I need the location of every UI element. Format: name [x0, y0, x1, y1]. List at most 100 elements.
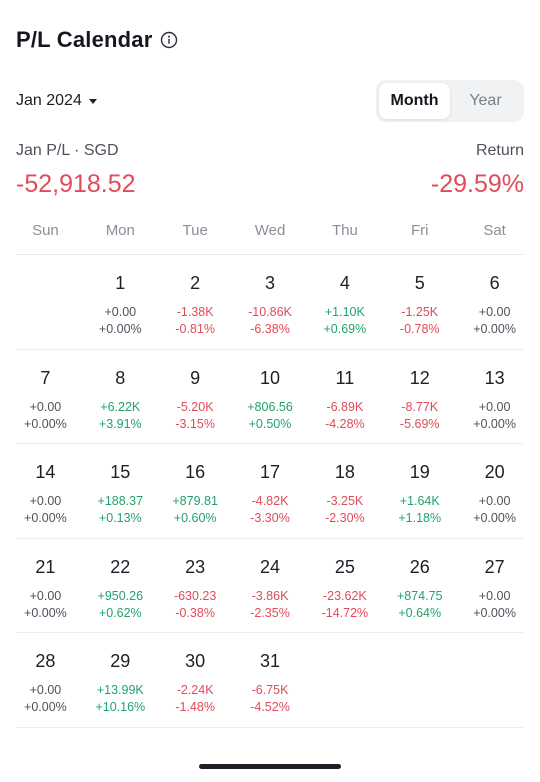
- calendar-day-cell[interactable]: 31 -6.75K -4.52%: [233, 633, 308, 727]
- day-number: 2: [190, 273, 201, 293]
- calendar-day-cell[interactable]: 24 -3.86K -2.35%: [233, 539, 308, 633]
- day-pl-percent: +0.00%: [24, 416, 67, 431]
- day-pl-percent: +0.00%: [473, 322, 516, 336]
- day-pl-percent: -2.30%: [325, 511, 365, 525]
- day-pl-amount: -8.77K: [401, 399, 439, 414]
- return-value: -29.59%: [430, 170, 524, 198]
- calendar-week-row: 21 +0.00 +0.00% 22 +950.26 +0.62% 23 -630.23 -0.…: [16, 539, 524, 633]
- month-selector[interactable]: Jan 2024: [16, 88, 97, 114]
- calendar-week-row: 28 +0.00 +0.00% 29 +13.99K +10.16% 30 -2.24K -1.…: [16, 633, 524, 728]
- calendar-week-row: 7 +0.00 +0.00% 8 +6.22K +3.91% 9 -5.20K -3.15% 10…: [16, 350, 524, 444]
- calendar-day-cell[interactable]: 25 -23.62K -14.72%: [307, 539, 382, 633]
- day-pl-percent: +0.00%: [473, 511, 516, 525]
- calendar-day-cell[interactable]: 16 +879.81 +0.60%: [158, 444, 233, 538]
- calendar-day-cell[interactable]: 21 +0.00 +0.00%: [8, 539, 83, 633]
- day-number: 17: [259, 462, 281, 482]
- day-pl-amount: -1.25K: [401, 305, 439, 319]
- day-pl-amount: -6.75K: [251, 683, 289, 697]
- day-pl-amount: -3.25K: [326, 494, 364, 508]
- day-number: 25: [334, 556, 355, 577]
- calendar-day-cell[interactable]: 8 +6.22K +3.91%: [83, 350, 158, 444]
- weekday-header: Sun Mon Tue Wed Thu Fri Sat: [8, 222, 532, 239]
- day-number: 26: [409, 556, 430, 577]
- calendar-day-cell[interactable]: 10 +806.56 +0.50%: [233, 350, 308, 444]
- calendar-day-cell[interactable]: 28 +0.00 +0.00%: [8, 633, 83, 727]
- weekday-label: Wed: [254, 222, 286, 239]
- day-number: 31: [259, 651, 281, 671]
- day-number: 4: [339, 273, 350, 293]
- day-pl-percent: +0.00%: [24, 511, 67, 525]
- day-number: 10: [259, 367, 281, 388]
- day-number: 16: [185, 462, 206, 482]
- calendar-day-cell[interactable]: 19 +1.64K +1.18%: [382, 444, 457, 538]
- calendar-day-cell[interactable]: 2 -1.38K -0.81%: [158, 255, 233, 349]
- period-toggle: Month Year: [376, 80, 524, 122]
- day-number: 1: [115, 273, 126, 293]
- day-number: 9: [190, 367, 201, 388]
- calendar-day-cell[interactable]: 29 +13.99K +10.16%: [83, 633, 158, 727]
- day-number: 11: [335, 367, 355, 388]
- info-icon[interactable]: [160, 31, 178, 49]
- calendar-day-cell[interactable]: 17 -4.82K -3.30%: [233, 444, 308, 538]
- calendar-day-cell[interactable]: 9 -5.20K -3.15%: [158, 350, 233, 444]
- calendar-day-cell[interactable]: 6 +0.00 +0.00%: [457, 255, 532, 349]
- day-pl-percent: -4.28%: [325, 416, 365, 431]
- calendar-day-cell[interactable]: 30 -2.24K -1.48%: [158, 633, 233, 727]
- calendar-day-cell[interactable]: 23 -630.23 -0.38%: [158, 539, 233, 633]
- calendar-day-cell[interactable]: 7 +0.00 +0.00%: [8, 350, 83, 444]
- weekday-label: Sun: [32, 222, 59, 239]
- day-number: 28: [35, 651, 56, 671]
- day-pl-amount: -2.24K: [176, 683, 214, 697]
- calendar-day-cell[interactable]: 4 +1.10K +0.69%: [307, 255, 382, 349]
- day-pl-amount: -6.89K: [326, 399, 364, 414]
- day-pl-percent: +10.16%: [95, 700, 146, 714]
- calendar-day-cell[interactable]: 18 -3.25K -2.30%: [307, 444, 382, 538]
- day-pl-percent: +0.64%: [398, 605, 442, 620]
- calendar-day-cell[interactable]: 26 +874.75 +0.64%: [382, 539, 457, 633]
- calendar-day-cell[interactable]: 13 +0.00 +0.00%: [457, 350, 532, 444]
- empty-day-cell: [382, 633, 457, 727]
- day-pl-percent: -1.48%: [175, 700, 215, 714]
- day-pl-amount: -1.38K: [176, 305, 214, 319]
- day-number: 22: [110, 556, 131, 577]
- toggle-year[interactable]: Year: [469, 92, 502, 109]
- day-pl-amount: +0.00: [478, 305, 511, 319]
- toggle-month[interactable]: Month: [379, 83, 450, 119]
- day-number: 13: [484, 367, 505, 388]
- day-pl-percent: +0.00%: [98, 322, 142, 336]
- home-indicator: [199, 764, 341, 769]
- calendar-week-row: 14 +0.00 +0.00% 15 +188.37 +0.13% 16 +879.81 +0.…: [16, 444, 524, 539]
- calendar-day-cell[interactable]: 14 +0.00 +0.00%: [8, 444, 83, 538]
- calendar-day-cell[interactable]: 12 -8.77K -5.69%: [382, 350, 457, 444]
- day-pl-amount: -23.62K: [322, 588, 367, 603]
- calendar-day-cell[interactable]: 5 -1.25K -0.78%: [382, 255, 457, 349]
- day-pl-percent: -6.38%: [250, 322, 290, 336]
- day-pl-percent: -0.78%: [399, 322, 440, 336]
- calendar-grid: 1 +0.00 +0.00% 2 -1.38K -0.81% 3 -10.86K -6.38% 4…: [8, 255, 532, 728]
- day-pl-amount: +0.00: [29, 683, 62, 697]
- calendar-day-cell[interactable]: 27 +0.00 +0.00%: [457, 539, 532, 633]
- day-pl-amount: +950.26: [97, 588, 144, 603]
- calendar-day-cell[interactable]: 22 +950.26 +0.62%: [83, 539, 158, 633]
- empty-day-cell: [307, 633, 382, 727]
- day-pl-percent: +3.91%: [98, 416, 142, 431]
- day-number: 7: [40, 367, 51, 388]
- day-number: 30: [185, 651, 206, 671]
- calendar-day-cell[interactable]: 15 +188.37 +0.13%: [83, 444, 158, 538]
- calendar-day-cell[interactable]: 20 +0.00 +0.00%: [457, 444, 532, 538]
- day-number: 23: [185, 556, 206, 577]
- day-pl-percent: -3.15%: [175, 416, 215, 431]
- calendar-day-cell[interactable]: 11 -6.89K -4.28%: [307, 350, 382, 444]
- day-pl-percent: +0.60%: [173, 511, 217, 525]
- day-number: 20: [484, 462, 505, 482]
- month-selector-label: Jan 2024: [16, 92, 82, 109]
- day-pl-percent: +0.00%: [24, 700, 67, 714]
- day-pl-amount: +0.00: [29, 494, 62, 508]
- calendar-day-cell[interactable]: 1 +0.00 +0.00%: [83, 255, 158, 349]
- day-number: 24: [259, 556, 281, 577]
- page-title: P/L Calendar: [16, 27, 153, 52]
- calendar-day-cell[interactable]: 3 -10.86K -6.38%: [233, 255, 308, 349]
- day-pl-amount: +806.56: [247, 399, 293, 414]
- day-pl-amount: +1.10K: [324, 305, 365, 319]
- day-pl-amount: +879.81: [172, 494, 218, 508]
